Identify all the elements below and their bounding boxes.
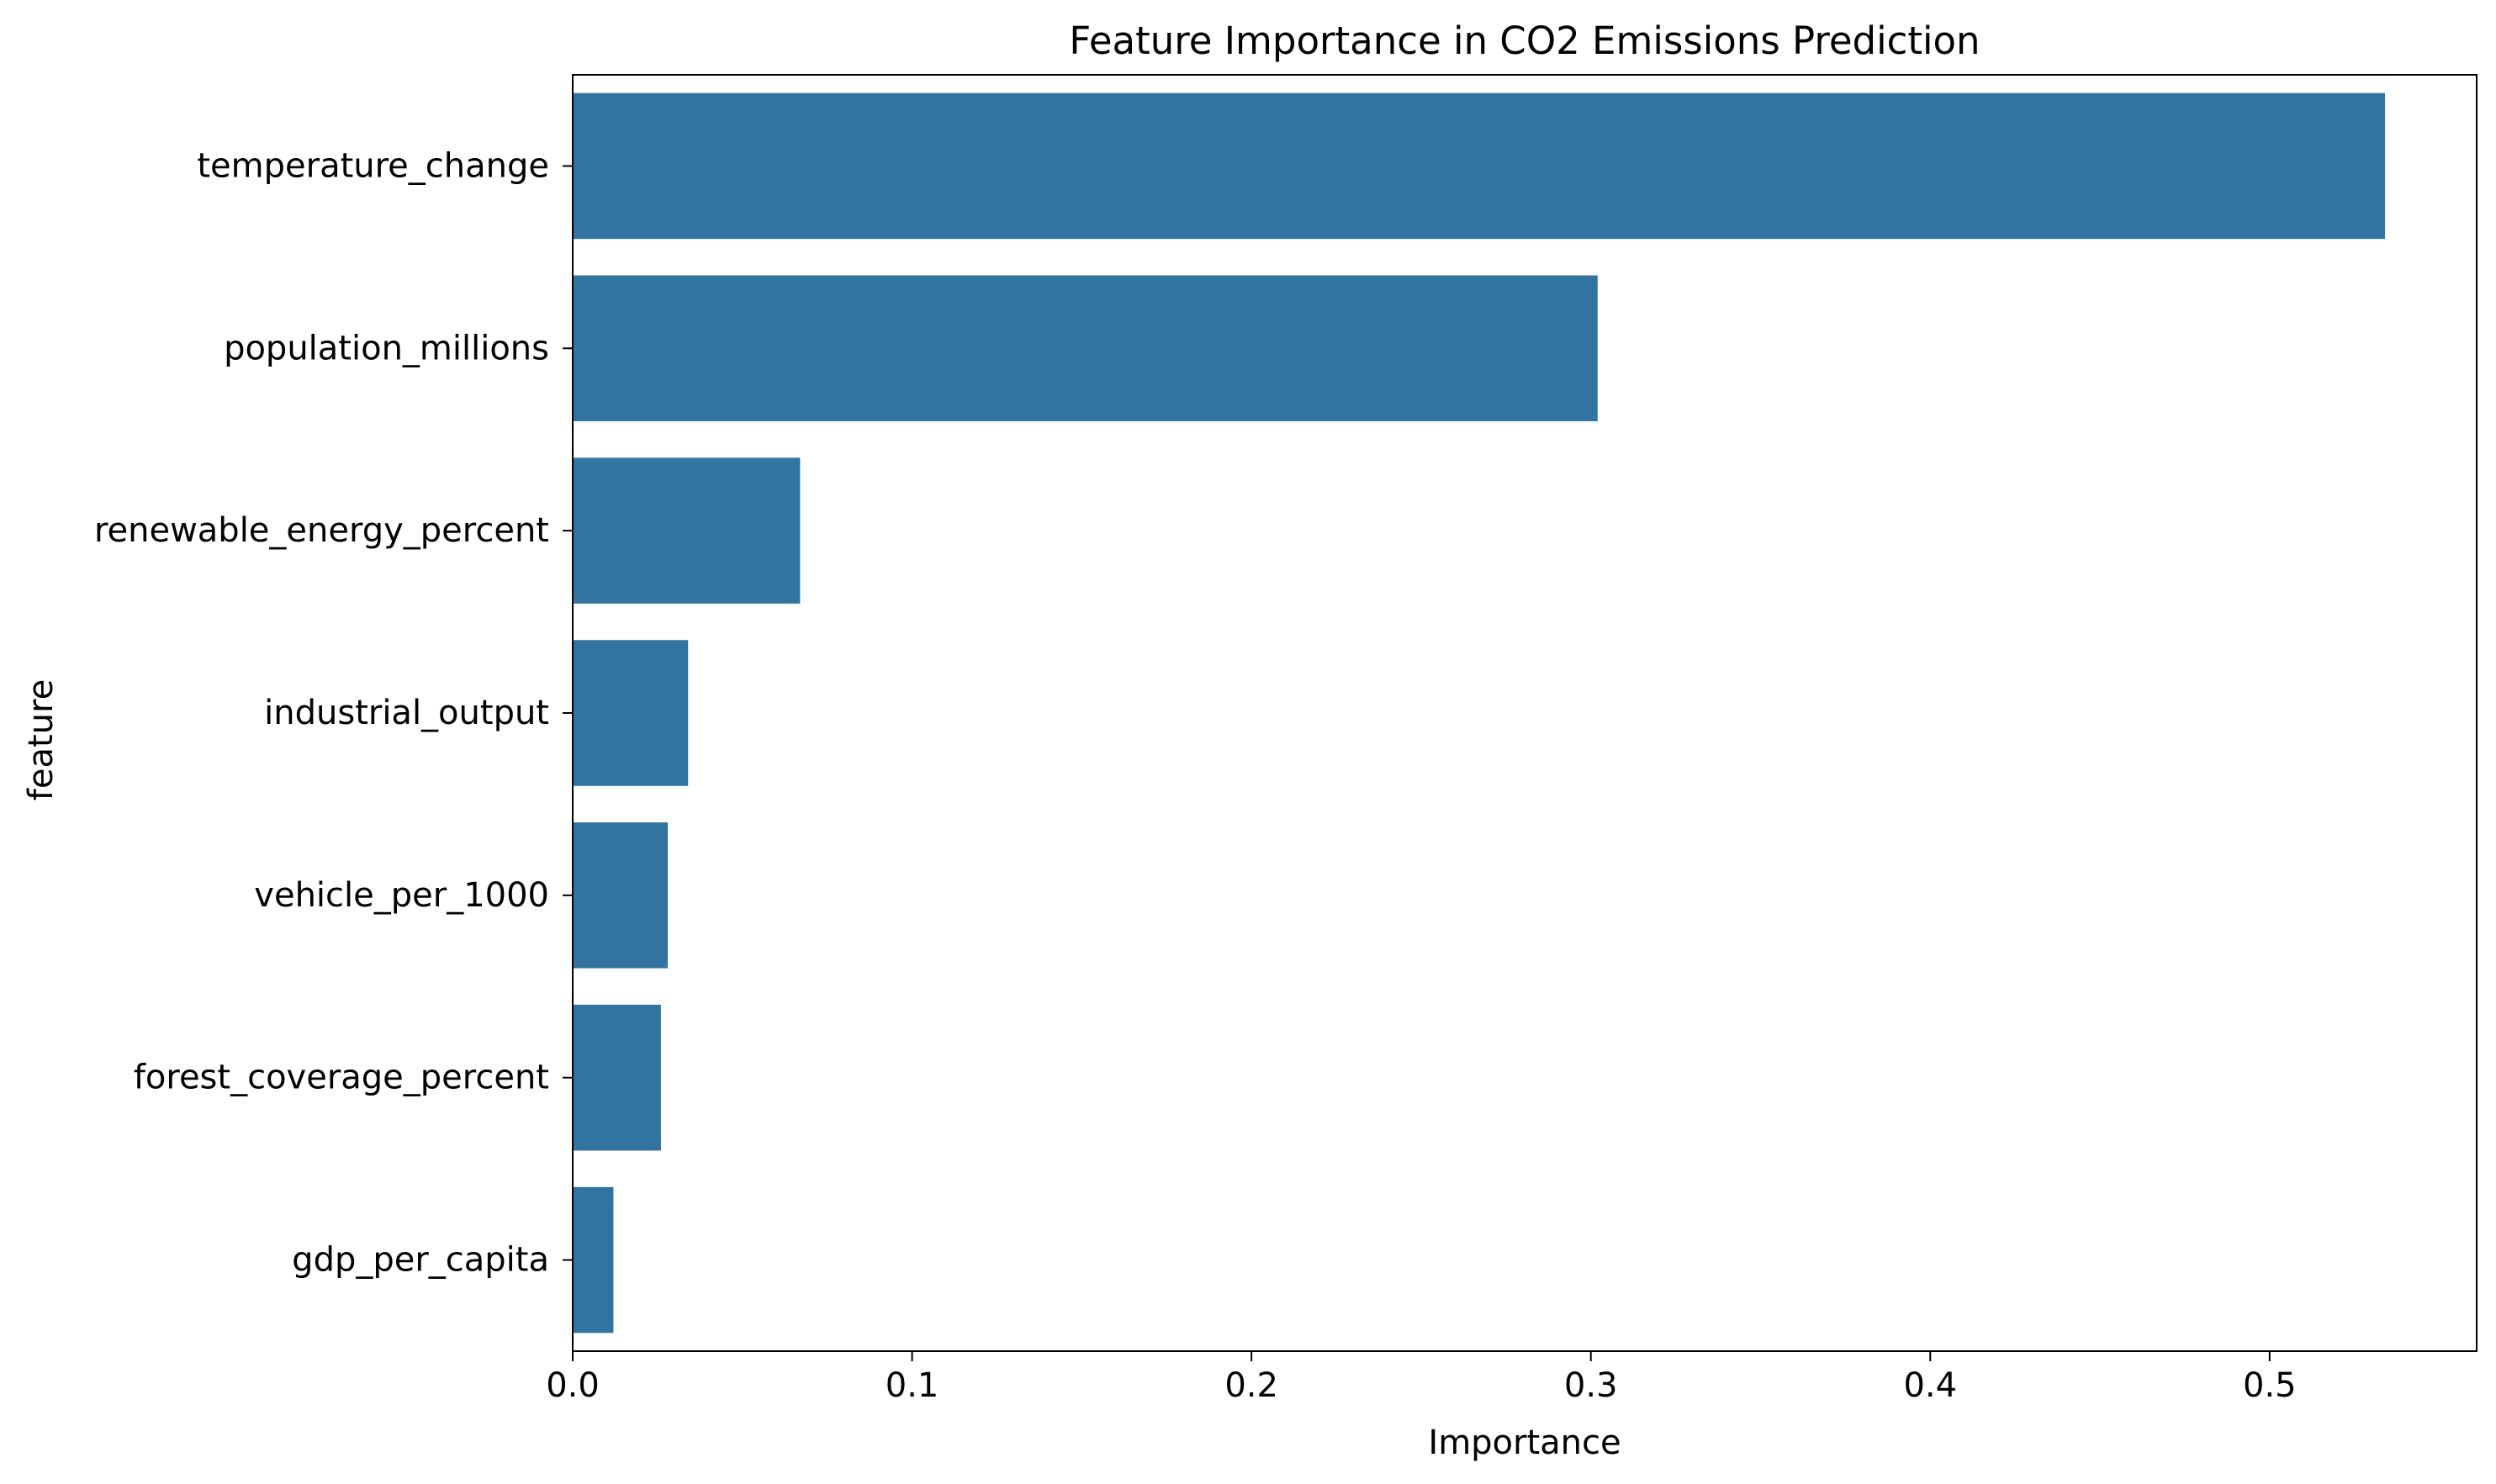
x-axis-title: Importance bbox=[1428, 1423, 1621, 1462]
plot-frame bbox=[572, 74, 2477, 1352]
bar-forest-coverage-percent bbox=[573, 1004, 661, 1151]
y-axis-ticks: temperature_change population_millionsren… bbox=[94, 146, 573, 1280]
y-tick-label: forest_coverage_percent bbox=[134, 1059, 549, 1097]
axes-frame bbox=[572, 74, 2477, 1352]
chart-title: Feature Importance in CO2 Emissions Pred… bbox=[1069, 18, 1980, 63]
x-axis-ticks: 0.0 0.1 0.2 0.3 0.4 0.5 bbox=[546, 1351, 2297, 1405]
y-tick-label: population_millions bbox=[224, 329, 549, 367]
bar-population-millions bbox=[573, 275, 1598, 422]
x-tick-label: 0.3 bbox=[1564, 1366, 1618, 1405]
y-tick-label: renewable_energy_percent bbox=[94, 511, 549, 550]
y-tick-label: vehicle_per_1000 bbox=[254, 876, 549, 915]
bar-renewable-energy-percent bbox=[573, 457, 801, 604]
x-tick-label: 0.2 bbox=[1224, 1366, 1278, 1405]
x-tick-label: 0.0 bbox=[546, 1366, 600, 1405]
x-tick-label: 0.5 bbox=[2243, 1366, 2297, 1405]
bar-vehicle-per-1000 bbox=[573, 822, 668, 969]
bar-gdp-per-capita bbox=[573, 1186, 614, 1333]
y-tick-label: gdp_per_capita bbox=[292, 1241, 549, 1280]
y-tick-label: temperature_change bbox=[197, 146, 549, 185]
bars-group bbox=[573, 92, 2386, 1333]
y-tick-label: industrial_output bbox=[264, 694, 549, 732]
x-tick-label: 0.1 bbox=[886, 1366, 939, 1405]
y-axis-title: feature bbox=[22, 679, 61, 800]
bar-industrial-output bbox=[573, 640, 689, 786]
bar-temperature-change bbox=[573, 92, 2386, 240]
x-tick-label: 0.4 bbox=[1903, 1366, 1957, 1405]
